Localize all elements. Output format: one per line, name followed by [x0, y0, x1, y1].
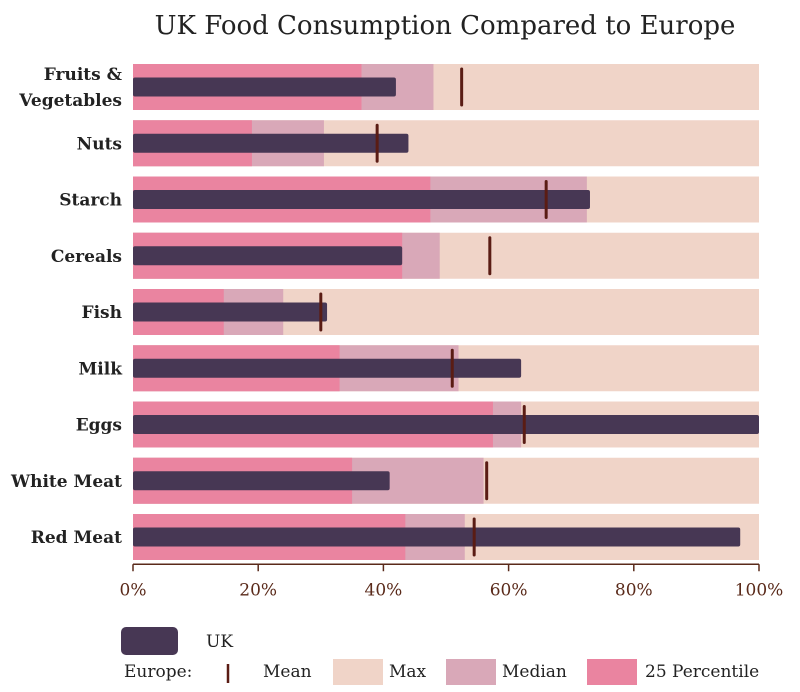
x-tick-label: 40%	[365, 580, 403, 600]
uk-bar-eggs	[133, 415, 759, 434]
category-label-red-meat: Red Meat	[31, 528, 122, 548]
category-label-cereals: Cereals	[51, 247, 122, 267]
uk-bar-red-meat	[133, 527, 741, 547]
uk-bar-white-meat	[133, 471, 390, 491]
uk-bar-cereals	[133, 246, 403, 266]
legend-label-mean: Mean	[263, 662, 312, 682]
x-tick-label: 0%	[120, 580, 147, 600]
uk-bar-fruits-vegetables	[133, 77, 396, 97]
x-tick-label: 20%	[239, 580, 277, 600]
legend-label-max: Max	[389, 662, 427, 682]
legend-swatch-median	[446, 659, 496, 685]
category-label-fish: Fish	[82, 303, 122, 323]
x-axis: 0% 20% 40% 60% 80% 100%	[120, 563, 784, 600]
category-label-eggs: Eggs	[76, 416, 122, 436]
uk-bar-milk	[133, 358, 522, 378]
category-label-fruits-vegetables: Fruits & Vegetables	[18, 65, 122, 111]
x-tick-label: 100%	[735, 580, 784, 600]
chart-title: UK Food Consumption Compared to Europe	[155, 11, 736, 41]
legend-swatch-uk	[121, 627, 178, 655]
category-label-white-meat: White Meat	[10, 472, 122, 492]
uk-bar-fish	[133, 302, 328, 322]
x-tick-label: 80%	[615, 580, 653, 600]
legend-swatch-25-percentile	[587, 659, 637, 685]
legend-label-uk: UK	[206, 632, 233, 652]
legend-swatch-max	[333, 659, 383, 685]
legend-label-25-percentile: 25 Percentile	[645, 662, 759, 682]
category-label-milk: Milk	[78, 359, 123, 379]
legend-label-europe: Europe:	[124, 662, 192, 682]
x-tick-label: 60%	[490, 580, 528, 600]
uk-bar-nuts	[133, 133, 409, 153]
category-label-starch: Starch	[59, 191, 122, 211]
category-label-nuts: Nuts	[77, 134, 122, 154]
legend: UK Europe: Mean Max Median 25 Percentile	[121, 627, 759, 685]
bars-group: Fruits & Vegetables Nuts Starch Cereals Fish M…	[10, 64, 759, 560]
legend-label-median: Median	[502, 662, 567, 682]
uk-bar-starch	[133, 190, 590, 209]
